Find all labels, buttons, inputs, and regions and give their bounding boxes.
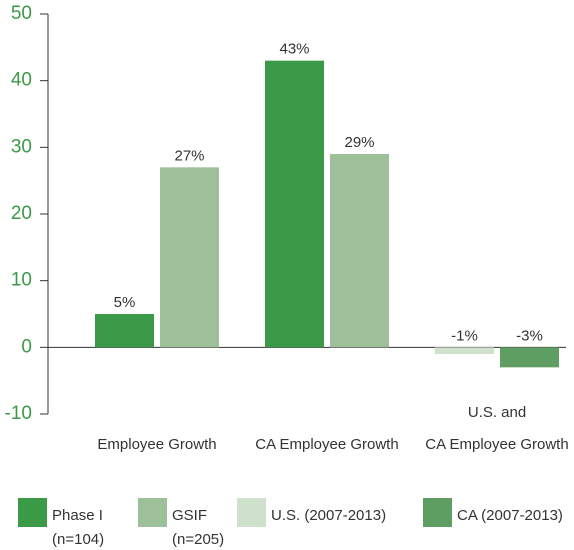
- y-tick-label: 40: [11, 70, 32, 91]
- y-tick-label: 10: [11, 270, 32, 291]
- legend-swatch: [237, 498, 266, 527]
- bar: [500, 347, 559, 368]
- x-tick-label: Employee Growth: [97, 436, 216, 453]
- value-label: 43%: [279, 41, 309, 58]
- legend-swatch: [138, 498, 167, 527]
- value-label: -3%: [516, 327, 543, 344]
- bar: [330, 154, 389, 348]
- x-tick-label: CA Employee Growth: [425, 436, 568, 453]
- y-tick-label: 20: [11, 203, 32, 224]
- legend-label: Phase I: [52, 507, 103, 524]
- value-label: 27%: [174, 147, 204, 164]
- bar: [160, 167, 219, 348]
- y-tick-label: 30: [11, 136, 32, 157]
- x-tick-label: U.S. and: [468, 404, 526, 421]
- value-label: -1%: [451, 327, 478, 344]
- legend-label: CA (2007-2013): [457, 507, 563, 524]
- y-tick-label: 0: [21, 336, 32, 357]
- x-tick-label: CA Employee Growth: [255, 436, 398, 453]
- y-tick-label: 50: [11, 3, 32, 24]
- legend-label: (n=104): [52, 531, 104, 548]
- legend-swatch: [18, 498, 47, 527]
- legend-label: U.S. (2007-2013): [271, 507, 386, 524]
- legend-swatch: [423, 498, 452, 527]
- legend-label: GSIF: [172, 507, 207, 524]
- bar: [265, 60, 324, 348]
- bar: [95, 314, 154, 348]
- value-label: 5%: [114, 294, 136, 311]
- legend-label: (n=205): [172, 531, 224, 548]
- y-tick-label: -10: [5, 403, 32, 424]
- bar: [435, 347, 494, 354]
- value-label: 29%: [344, 134, 374, 151]
